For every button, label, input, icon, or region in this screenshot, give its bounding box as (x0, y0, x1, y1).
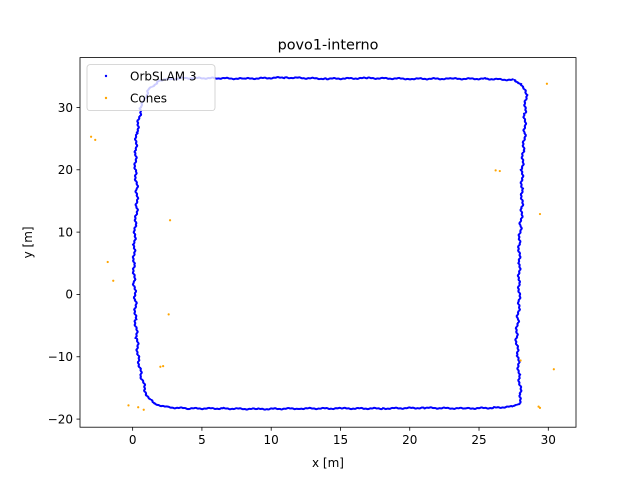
cone-point (142, 408, 145, 411)
cone-point (519, 359, 522, 362)
cone-point (106, 260, 109, 264)
x-axis: 0 5 10 15 20 25 30 (129, 427, 556, 447)
legend-box (86, 64, 216, 111)
x-tick-label: 25 (471, 433, 486, 447)
cone-point (89, 135, 93, 138)
y-tick-label: −20 (48, 412, 73, 426)
cone-point (545, 82, 549, 85)
x-tick-label: 10 (264, 433, 279, 447)
series-cones (89, 82, 555, 411)
cone-point (498, 169, 501, 173)
orbslam-point (136, 337, 139, 341)
cone-point (112, 279, 115, 282)
cone-point (162, 365, 165, 368)
orbslam-point (511, 78, 514, 81)
x-tick-label: 5 (198, 433, 206, 447)
plot-area (80, 57, 576, 428)
x-tick-label: 15 (333, 433, 348, 447)
x-tick-label: 0 (129, 433, 137, 447)
y-tick-label: 0 (65, 288, 73, 302)
cone-point (94, 138, 97, 141)
y-tick-label: 10 (58, 225, 73, 239)
cone-point (167, 313, 170, 316)
x-tick-label: 30 (541, 433, 556, 447)
chart-title: povo1-interno (278, 38, 379, 54)
y-tick-label: −10 (48, 350, 73, 364)
y-tick-label: 20 (58, 163, 73, 177)
cone-point (538, 212, 542, 216)
legend-marker-orbslam (104, 74, 108, 78)
orbslam-point (524, 111, 527, 114)
plot-frame (79, 57, 577, 428)
y-axis-label: y [m] (21, 226, 35, 258)
cone-point (552, 368, 555, 371)
legend: OrbSLAM 3 Cones (86, 64, 216, 111)
legend-label-cones: Cones (130, 92, 167, 106)
legend-marker-cones (104, 96, 108, 100)
cone-point (494, 169, 497, 172)
cone-point (137, 406, 140, 409)
cone-point (159, 365, 162, 368)
y-axis: −20 −10 0 10 20 30 (48, 101, 80, 426)
legend-label-orbslam: OrbSLAM 3 (130, 70, 197, 84)
cone-point (538, 406, 542, 409)
x-tick-label: 20 (402, 433, 417, 447)
orbslam-point (136, 132, 139, 135)
cone-point (127, 404, 130, 407)
x-axis-label: x [m] (312, 456, 344, 470)
cone-point (168, 219, 172, 222)
y-tick-label: 30 (58, 101, 73, 115)
